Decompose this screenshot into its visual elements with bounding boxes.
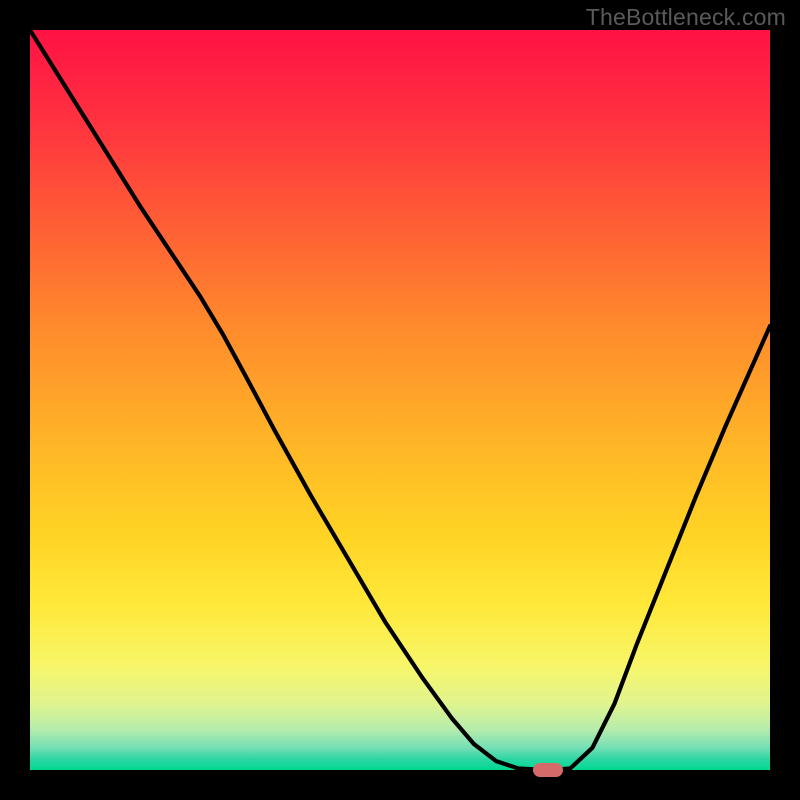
plot-area bbox=[30, 30, 770, 770]
plot-svg bbox=[0, 0, 800, 800]
optimum-marker bbox=[533, 763, 563, 777]
watermark-text: TheBottleneck.com bbox=[586, 4, 786, 31]
chart-stage: TheBottleneck.com bbox=[0, 0, 800, 800]
